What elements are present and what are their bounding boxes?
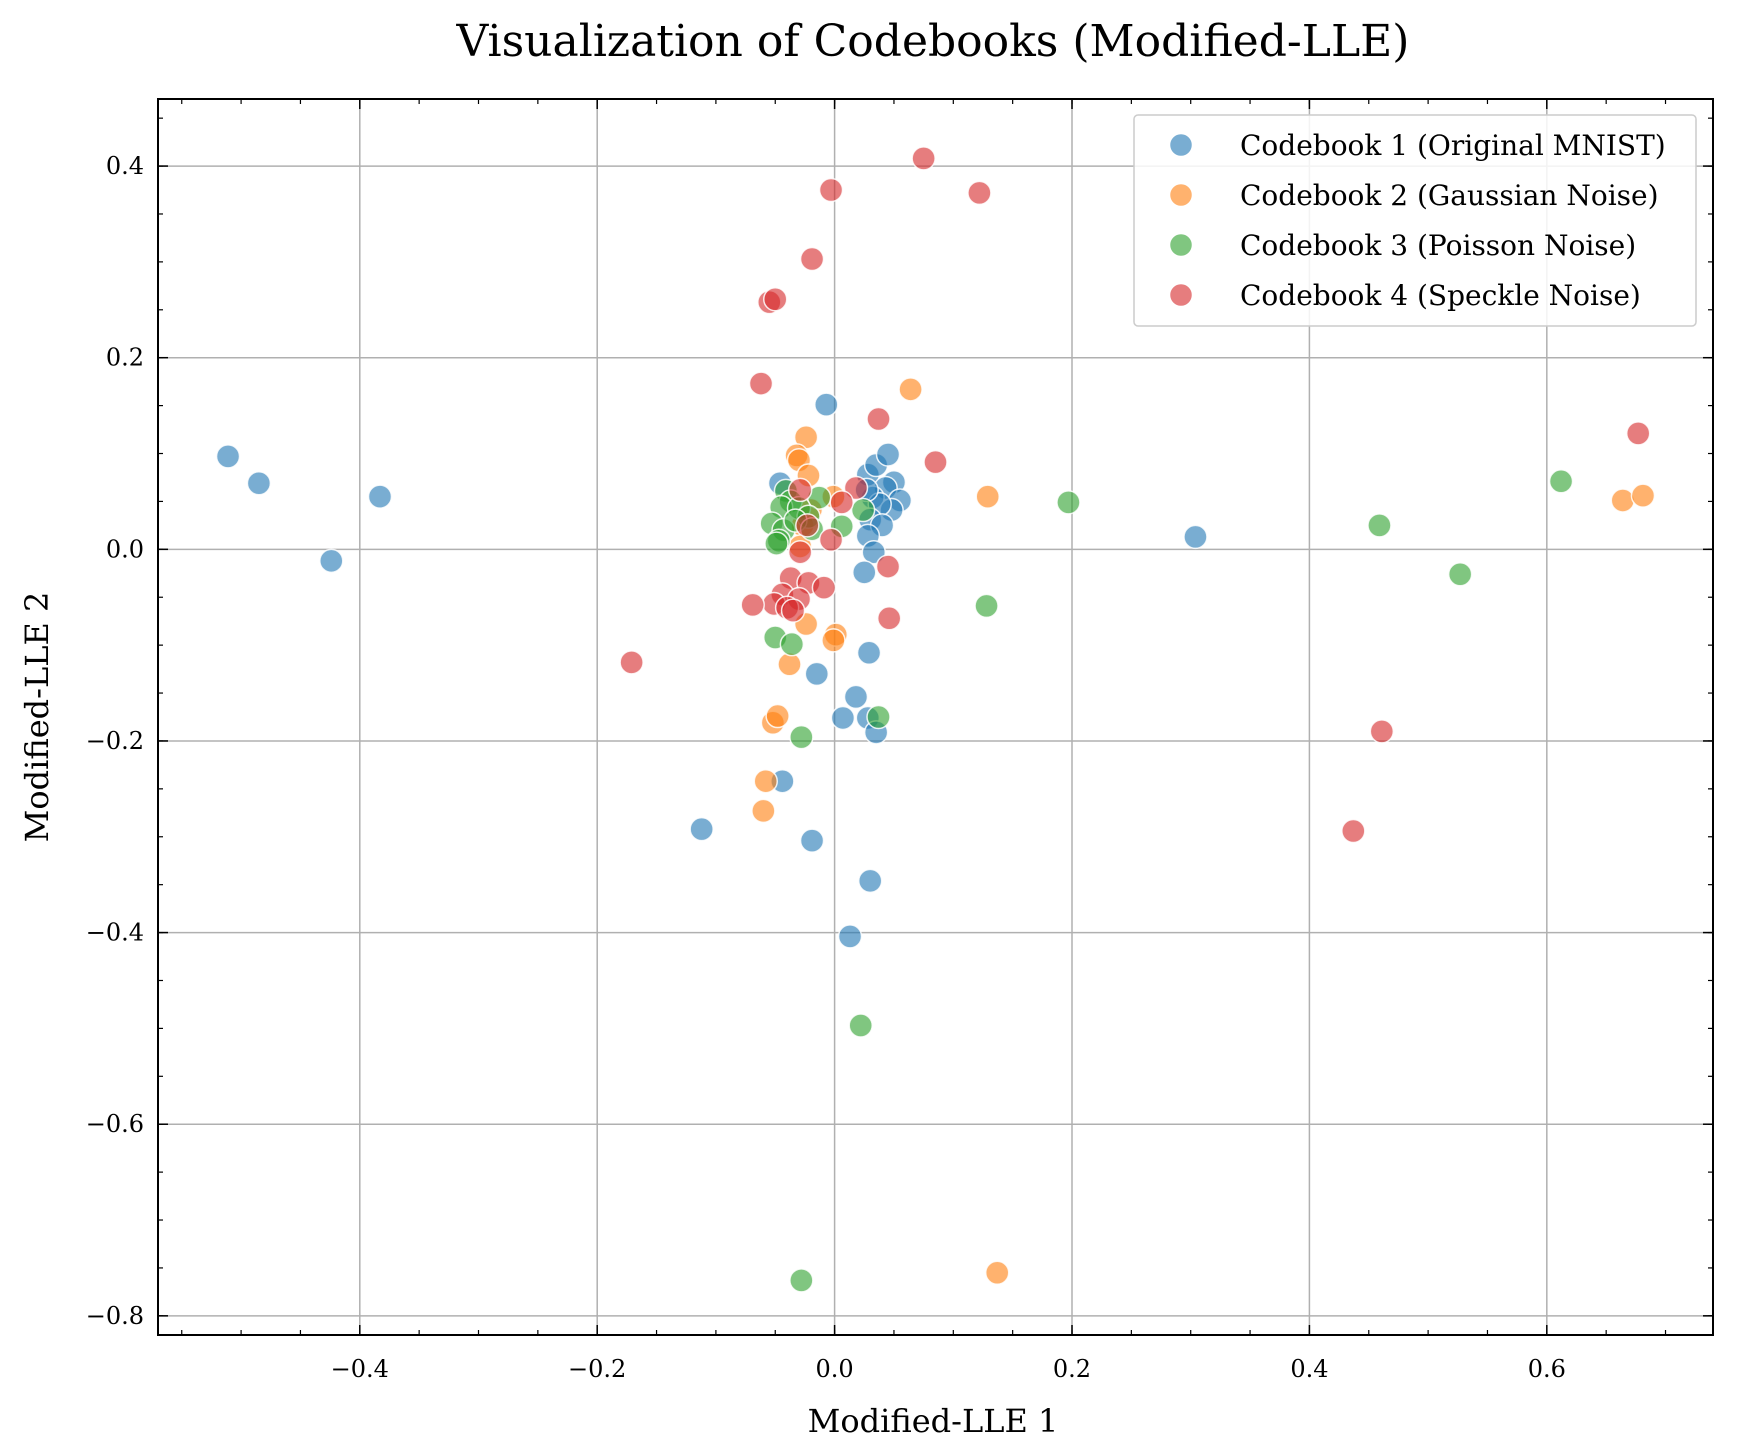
scatter-point-series-4 (876, 606, 902, 631)
scatter-point-series-2 (753, 768, 779, 794)
scatter-point-series-1 (319, 548, 344, 574)
legend-marker (1168, 132, 1194, 158)
scatter-point-series-2 (751, 798, 776, 824)
scatter-point-series-1 (246, 470, 272, 496)
scatter-point-series-4 (818, 177, 844, 203)
scatter-point-series-3 (1367, 513, 1392, 538)
scatter-point-series-4 (787, 477, 813, 503)
y-tick-label: −0.2 (86, 727, 144, 755)
scatter-point-series-4 (923, 449, 948, 475)
scatter-point-series-4 (740, 592, 765, 618)
legend-label: Codebook 4 (Speckle Noise) (1240, 279, 1641, 312)
scatter-point-series-2 (821, 628, 846, 653)
scatter-point-series-3 (850, 497, 876, 523)
chart-title: Visualization of Codebooks (Modified-LLE… (456, 16, 1410, 67)
scatter-point-series-4 (911, 146, 936, 171)
scatter-point-series-4 (619, 650, 644, 675)
x-tick-label: 0.4 (1290, 1355, 1328, 1383)
legend-marker (1168, 182, 1194, 208)
x-tick-label: 0.0 (816, 1355, 854, 1383)
scatter-point-series-3 (1447, 561, 1473, 587)
legend-label: Codebook 2 (Gaussian Noise) (1240, 179, 1659, 212)
scatter-points (215, 146, 1656, 1293)
scatter-point-series-4 (763, 287, 788, 312)
legend: Codebook 1 (Original MNIST) Codebook 2 (G… (1133, 114, 1697, 327)
plot-frame (157, 98, 1714, 1336)
scatter-point-series-4 (1625, 421, 1651, 446)
scatter-point-series-1 (367, 484, 393, 509)
scatter-point-series-4 (866, 406, 891, 432)
scatter-point-series-1 (830, 705, 856, 731)
scatter-point-series-1 (804, 661, 830, 687)
scatter-point-series-4 (818, 527, 844, 552)
scatter-point-series-2 (984, 1260, 1010, 1285)
y-tick-label: 0.4 (106, 152, 144, 180)
scatter-point-series-4 (1341, 818, 1366, 844)
scatter-point-series-1 (852, 560, 877, 585)
scatter-point-series-1 (799, 828, 825, 853)
scatter-point-series-1 (215, 444, 241, 469)
y-tick-label: 0.0 (106, 535, 144, 563)
scatter-point-series-3 (866, 704, 891, 730)
x-tick-label: −0.4 (331, 1355, 389, 1383)
scatter-point-series-4 (780, 598, 806, 623)
scatter-point-series-1 (814, 392, 839, 417)
legend-label: Codebook 1 (Original MNIST) (1240, 129, 1666, 162)
x-tick-label: −0.2 (568, 1355, 626, 1383)
scatter-point-series-4 (967, 180, 992, 206)
scatter-point-series-1 (856, 640, 882, 666)
scatter-point-series-2 (1610, 488, 1636, 513)
scatter-point-series-3 (764, 531, 789, 556)
legend-marker (1168, 232, 1194, 258)
scatter-point-series-3 (1548, 469, 1574, 494)
x-axis-label: Modified-LLE 1 (808, 1402, 1059, 1440)
scatter-point-series-1 (875, 442, 901, 467)
scatter-point-series-1 (843, 684, 869, 710)
scatter-point-series-4 (795, 513, 820, 538)
scatter-point-series-3 (848, 1013, 873, 1038)
scatter-point-series-4 (811, 575, 837, 600)
scatter-point-series-2 (777, 652, 802, 677)
scatter-point-series-3 (789, 724, 814, 750)
y-tick-label: −0.6 (86, 1110, 144, 1138)
y-axis-label: Modified-LLE 2 (18, 592, 56, 843)
legend-marker (1168, 282, 1194, 308)
scatter-point-series-3 (974, 593, 999, 619)
scatter-point-series-2 (975, 484, 1000, 509)
scatter-point-series-3 (1056, 490, 1081, 515)
scatter-point-series-4 (748, 371, 774, 396)
scatter-point-series-4 (875, 554, 901, 579)
scatter-point-series-3 (779, 631, 805, 657)
scatter-point-series-4 (787, 539, 813, 565)
scatter-point-series-1 (1183, 524, 1208, 550)
scatter-point-series-2 (898, 377, 923, 402)
scatter-point-series-2 (765, 703, 790, 729)
scatter-point-series-2 (1630, 483, 1656, 508)
scatter-point-series-1 (689, 816, 714, 842)
legend-box (1133, 114, 1697, 327)
scatter-point-series-1 (837, 924, 863, 949)
scatter-point-series-4 (1369, 719, 1395, 744)
scatter-point-series-1 (857, 868, 883, 894)
y-tick-label: −0.8 (86, 1302, 144, 1330)
scatter-point-series-4 (799, 246, 825, 272)
y-tick-label: −0.4 (86, 919, 144, 947)
scatter-point-series-4 (829, 490, 854, 515)
x-tick-label: 0.6 (1528, 1355, 1566, 1383)
legend-label: Codebook 3 (Poisson Noise) (1240, 229, 1636, 262)
y-tick-label: 0.2 (106, 344, 144, 372)
scatter-point-series-3 (789, 1268, 814, 1293)
x-tick-label: 0.2 (1053, 1355, 1091, 1383)
